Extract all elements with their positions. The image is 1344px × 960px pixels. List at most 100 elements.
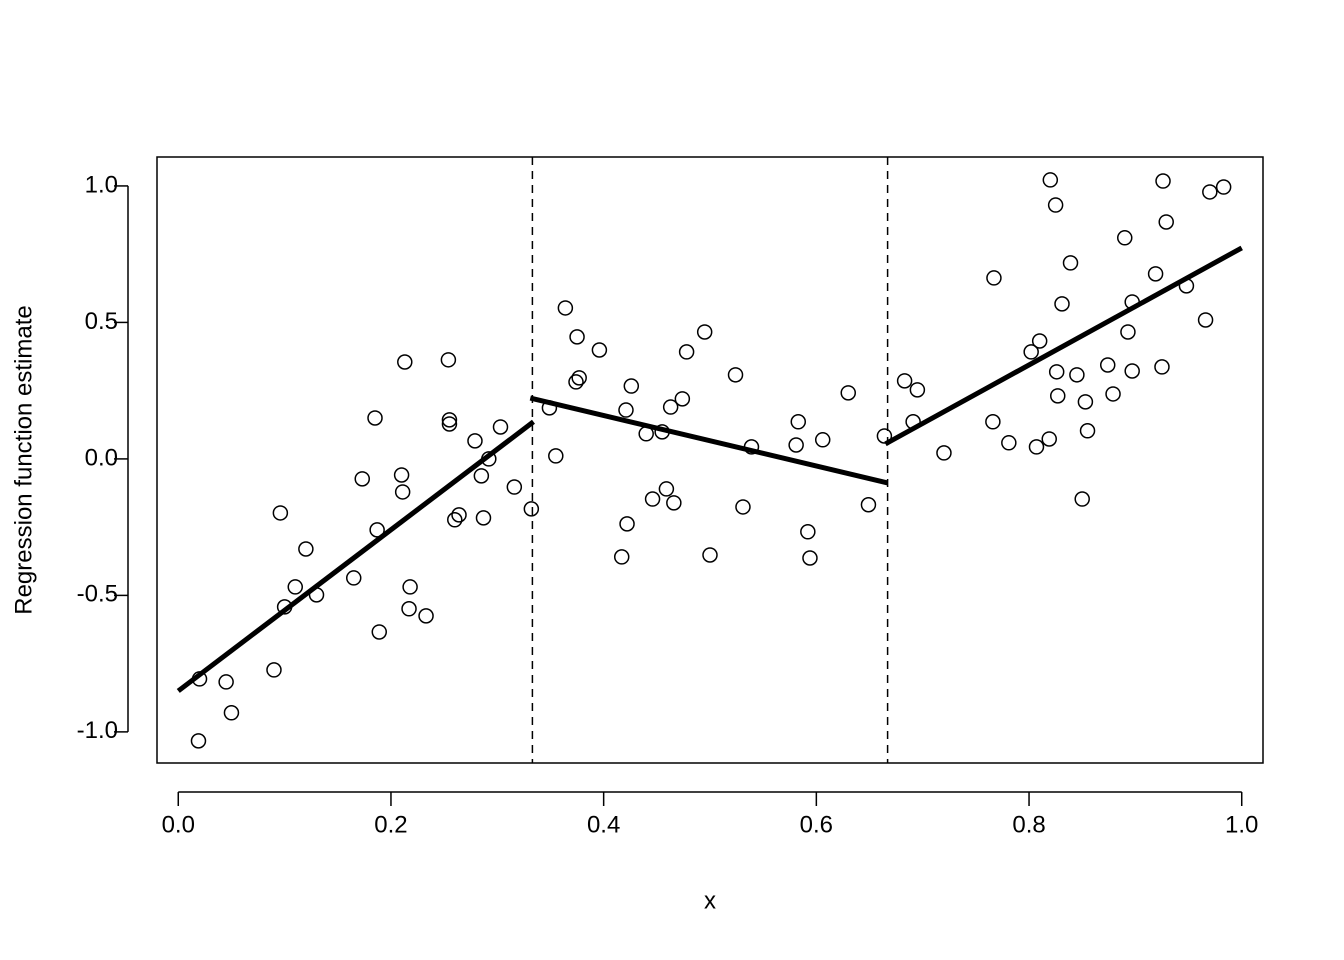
- x-tick-label: 0.4: [587, 811, 620, 838]
- data-point: [467, 433, 483, 449]
- data-point: [506, 479, 523, 495]
- data-point: [860, 497, 877, 513]
- data-point: [658, 481, 675, 497]
- data-point: [402, 579, 418, 595]
- data-point: [1050, 388, 1066, 404]
- data-point: [418, 608, 434, 624]
- plot-frame: [156, 156, 1264, 764]
- data-point: [1202, 184, 1218, 200]
- data-point: [727, 367, 744, 383]
- data-point: [591, 342, 608, 358]
- data-point: [1001, 435, 1017, 451]
- data-point: [1105, 386, 1121, 402]
- data-point: [523, 501, 540, 517]
- data-point: [986, 270, 1002, 286]
- data-point: [1031, 333, 1048, 349]
- data-point: [1154, 359, 1170, 375]
- data-point: [569, 329, 585, 345]
- data-point: [613, 549, 630, 565]
- data-point: [1047, 197, 1064, 213]
- data-point: [909, 382, 926, 398]
- data-point: [367, 410, 383, 426]
- y-axis-label: Regression function estimate: [10, 305, 37, 615]
- data-point: [441, 416, 458, 432]
- data-point: [440, 352, 457, 368]
- data-point: [814, 432, 831, 448]
- y-tick-label: 1.0: [85, 171, 118, 198]
- data-point: [1158, 214, 1174, 230]
- data-point: [557, 300, 574, 316]
- y-tick-label: -1.0: [77, 717, 118, 744]
- data-point: [223, 705, 240, 721]
- data-point: [571, 370, 587, 386]
- data-point: [1048, 364, 1065, 380]
- data-point: [840, 385, 856, 401]
- y-tick-label: -0.5: [77, 581, 118, 608]
- data-point: [1147, 266, 1164, 282]
- data-point: [1124, 363, 1140, 379]
- data-point: [790, 414, 807, 430]
- x-axis-label: x: [704, 887, 716, 914]
- data-point: [876, 428, 893, 444]
- data-point: [475, 510, 492, 526]
- y-tick-label: 0.5: [85, 308, 118, 335]
- data-point: [492, 419, 509, 435]
- data-point: [802, 550, 818, 566]
- data-point: [218, 674, 234, 690]
- data-point: [473, 468, 490, 484]
- fit-segment: [884, 245, 1243, 447]
- data-point: [1117, 230, 1133, 246]
- data-point: [1069, 367, 1085, 383]
- data-point: [354, 471, 370, 487]
- x-tick-label: 1.0: [1225, 811, 1258, 838]
- data-point: [936, 445, 952, 461]
- data-point: [1077, 394, 1094, 410]
- data-point: [696, 324, 713, 340]
- data-point: [371, 624, 388, 640]
- data-point: [1042, 172, 1059, 188]
- data-point: [666, 495, 682, 511]
- data-point: [644, 491, 661, 507]
- data-point: [287, 579, 303, 595]
- x-tick-label: 0.2: [374, 811, 407, 838]
- data-point: [1023, 344, 1039, 360]
- data-point: [1074, 491, 1090, 507]
- data-point: [1079, 423, 1096, 439]
- data-point: [1062, 255, 1079, 271]
- fit-segment: [529, 395, 889, 486]
- data-point: [1215, 179, 1232, 195]
- data-point: [1120, 324, 1136, 340]
- data-point: [1028, 439, 1045, 455]
- data-point: [623, 378, 640, 394]
- data-point: [272, 505, 289, 521]
- data-point: [369, 522, 385, 538]
- y-tick-label: 0.0: [85, 444, 118, 471]
- data-point: [1054, 296, 1070, 312]
- data-point: [397, 354, 413, 370]
- x-tick-label: 0.8: [1012, 811, 1045, 838]
- data-point: [345, 570, 362, 586]
- data-point: [451, 507, 467, 523]
- data-point: [735, 499, 751, 515]
- data-point: [393, 467, 410, 483]
- data-point: [401, 601, 417, 617]
- data-point: [678, 344, 695, 360]
- x-tick-label: 0.6: [800, 811, 833, 838]
- x-tick-label: 0.0: [162, 811, 195, 838]
- fit-segment: [176, 419, 535, 693]
- data-point: [618, 402, 634, 418]
- data-point: [190, 733, 207, 749]
- data-point: [568, 374, 584, 390]
- data-point: [394, 484, 411, 500]
- data-point: [985, 414, 1001, 430]
- data-point: [1197, 312, 1214, 328]
- data-point: [619, 516, 635, 532]
- data-point: [548, 448, 564, 464]
- data-point: [800, 524, 816, 540]
- data-point: [896, 373, 913, 389]
- data-point: [441, 412, 458, 428]
- data-point: [702, 547, 718, 563]
- data-point: [1155, 173, 1171, 189]
- data-point: [447, 512, 463, 528]
